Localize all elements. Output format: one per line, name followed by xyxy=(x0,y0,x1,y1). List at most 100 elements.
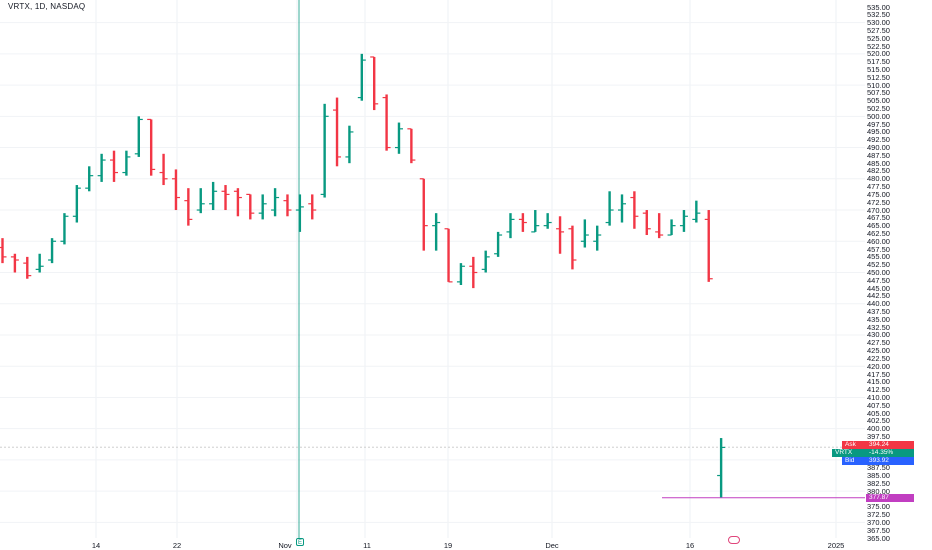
low-price-badge: 377.87 xyxy=(866,494,914,502)
ohlc-range xyxy=(26,256,29,279)
price-axis-label: 435.00 xyxy=(867,314,890,324)
time-axis-label: 22 xyxy=(172,541,182,550)
ohlc-bar[interactable] xyxy=(271,188,280,217)
ohlc-bar[interactable] xyxy=(630,191,639,229)
ohlc-bar[interactable] xyxy=(531,210,540,233)
ohlc-range xyxy=(385,94,388,151)
price-axis-label: 532.50 xyxy=(867,10,890,20)
ohlc-range xyxy=(534,210,537,232)
ohlc-bar[interactable] xyxy=(283,194,292,217)
event-flag-icon[interactable] xyxy=(728,536,740,544)
ohlc-bar[interactable] xyxy=(184,188,193,226)
ohlc-range xyxy=(13,253,17,273)
price-axis-label: 510.00 xyxy=(867,80,890,90)
ohlc-bar[interactable] xyxy=(147,118,156,176)
price-axis-label: 430.00 xyxy=(867,330,890,340)
ohlc-bar[interactable] xyxy=(72,185,81,223)
ohlc-bar[interactable] xyxy=(295,194,304,232)
ohlc-bar[interactable] xyxy=(333,97,342,167)
ohlc-bar[interactable] xyxy=(357,53,366,101)
symbol-title[interactable]: VRTX, 1D, NASDAQ xyxy=(8,2,86,11)
ohlc-bar[interactable] xyxy=(642,210,651,236)
ohlc-range xyxy=(137,116,140,157)
price-axis-label: 480.00 xyxy=(867,174,890,184)
ohlc-bar[interactable] xyxy=(494,231,503,257)
ohlc-bar[interactable] xyxy=(679,210,688,232)
ohlc-bar[interactable] xyxy=(35,253,44,273)
ohlc-bar[interactable] xyxy=(667,219,676,236)
ohlc-bar[interactable] xyxy=(593,225,602,251)
ohlc-range xyxy=(224,185,227,211)
price-axis-label: 427.50 xyxy=(867,338,890,348)
ohlc-bar[interactable] xyxy=(704,210,713,282)
ohlc-bar[interactable] xyxy=(394,122,403,154)
ohlc-bar[interactable] xyxy=(717,438,726,498)
ohlc-bar[interactable] xyxy=(568,225,577,270)
ohlc-range xyxy=(273,188,277,217)
ohlc-range xyxy=(187,188,190,226)
ohlc-range xyxy=(657,213,661,239)
ohlc-bar[interactable] xyxy=(233,188,242,217)
ohlc-bar[interactable] xyxy=(221,185,230,211)
ohlc-range xyxy=(447,228,450,282)
price-axis-label: 417.50 xyxy=(867,369,890,379)
price-axis-label: 470.00 xyxy=(867,205,890,215)
symbol-label-badge: VRTX xyxy=(832,449,866,457)
ohlc-bar[interactable] xyxy=(419,178,428,251)
price-axis-label: 422.50 xyxy=(867,353,890,363)
ohlc-bar[interactable] xyxy=(469,256,478,289)
ohlc-bar[interactable] xyxy=(134,116,143,157)
price-axis-label: 445.00 xyxy=(867,283,890,293)
time-axis-label: Dec xyxy=(545,541,559,550)
price-axis-label: 465.00 xyxy=(867,221,890,231)
ohlc-bar[interactable] xyxy=(122,150,131,176)
ohlc-bar[interactable] xyxy=(320,103,329,198)
ohlc-bar[interactable] xyxy=(518,213,527,232)
ohlc-bar[interactable] xyxy=(432,213,441,251)
ohlc-bar[interactable] xyxy=(0,238,7,264)
ohlc-bar[interactable] xyxy=(618,194,626,223)
ohlc-bar[interactable] xyxy=(444,228,453,283)
ohlc-bar[interactable] xyxy=(110,150,119,182)
ohlc-bar[interactable] xyxy=(85,166,94,192)
ohlc-bar[interactable] xyxy=(407,128,416,164)
ohlc-bar[interactable] xyxy=(10,253,19,273)
ohlc-bar[interactable] xyxy=(209,181,218,211)
price-axis-label: 492.50 xyxy=(867,135,890,145)
ohlc-range xyxy=(558,216,562,254)
ohlc-bar[interactable] xyxy=(345,125,354,164)
ohlc-range xyxy=(596,225,599,251)
ohlc-bar[interactable] xyxy=(543,213,552,229)
ohlc-bar[interactable] xyxy=(171,169,180,211)
ohlc-bar[interactable] xyxy=(580,219,589,248)
price-axis-label: 520.00 xyxy=(867,49,890,59)
ohlc-bar[interactable] xyxy=(60,213,69,245)
ohlc-bar[interactable] xyxy=(97,153,106,182)
ohlc-bar[interactable] xyxy=(258,194,267,220)
ohlc-bar[interactable] xyxy=(370,56,379,111)
ohlc-bar[interactable] xyxy=(506,213,515,239)
ohlc-bar[interactable] xyxy=(48,238,57,264)
ohlc-bar[interactable] xyxy=(556,216,565,254)
price-axis[interactable]: 535.00 532.50 530.00 527.50 525.00 522.50 520.… xyxy=(865,0,932,550)
price-axis-label: 452.50 xyxy=(867,260,890,270)
ohlc-bar[interactable] xyxy=(196,188,205,214)
price-axis-label: 497.50 xyxy=(867,119,890,129)
price-axis-label: 447.50 xyxy=(867,275,890,285)
crosshair-date-marker: E xyxy=(296,538,304,546)
ask-label-badge: Ask xyxy=(842,441,866,449)
ohlc-bar[interactable] xyxy=(456,263,465,285)
ohlc-bar[interactable] xyxy=(655,213,664,239)
ohlc-bar[interactable] xyxy=(481,250,490,273)
ohlc-bar[interactable] xyxy=(692,200,701,223)
price-axis-label: 402.50 xyxy=(867,416,890,426)
ohlc-bar[interactable] xyxy=(23,256,32,279)
ohlc-bar[interactable] xyxy=(605,191,614,226)
ohlc-bar[interactable] xyxy=(382,94,391,151)
ohlc-bar[interactable] xyxy=(159,153,168,186)
price-axis-label: 517.50 xyxy=(867,57,890,67)
ohlc-bar[interactable] xyxy=(308,194,317,220)
ohlc-bar[interactable] xyxy=(246,193,255,220)
